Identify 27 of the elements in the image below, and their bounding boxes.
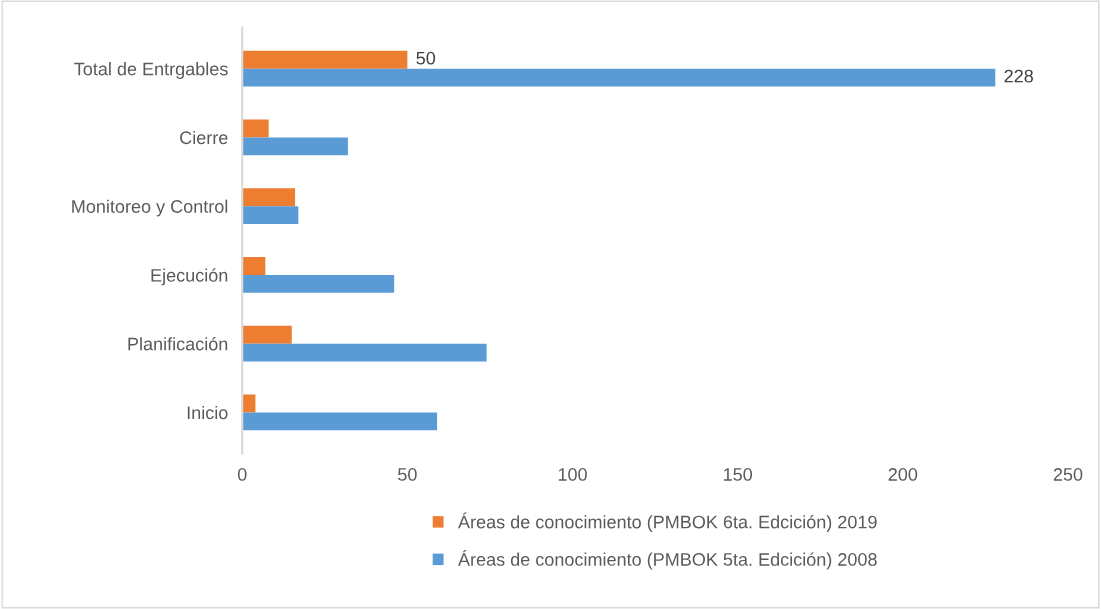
bar — [242, 206, 299, 225]
bar — [242, 188, 296, 207]
data-label: 50 — [416, 51, 436, 65]
bar — [242, 325, 292, 344]
y-tick-label: Inicio — [187, 405, 228, 420]
legend-label: Áreas de conocimiento (PMBOK 6ta. Edcición) 2019 — [458, 512, 877, 532]
bar — [242, 257, 266, 275]
y-tick-label: Total de Entrgables — [74, 62, 228, 79]
y-tick-label: Ejecución — [151, 268, 228, 286]
bar — [242, 412, 438, 431]
bar — [242, 274, 395, 293]
x-tick-label: 50 — [398, 468, 417, 481]
x-tick-label: 0 — [237, 468, 247, 481]
bar — [242, 50, 408, 69]
legend-label: Áreas de conocimiento (PMBOK 5ta. Edcición) 2008 — [458, 550, 877, 570]
y-tick-label: Planificación — [128, 336, 228, 351]
x-tick-label: 150 — [723, 468, 753, 481]
data-label: 228 — [1004, 69, 1033, 83]
y-tick-label: Cierre — [180, 130, 228, 145]
bar — [242, 343, 487, 362]
y-tick-label: Monitoreo y Control — [72, 199, 228, 217]
bar — [242, 137, 348, 156]
x-tick-label: 250 — [1053, 468, 1083, 481]
x-tick-label: 100 — [558, 468, 587, 481]
bar — [242, 68, 996, 87]
bar — [242, 119, 269, 138]
x-tick-label: 200 — [888, 468, 918, 481]
